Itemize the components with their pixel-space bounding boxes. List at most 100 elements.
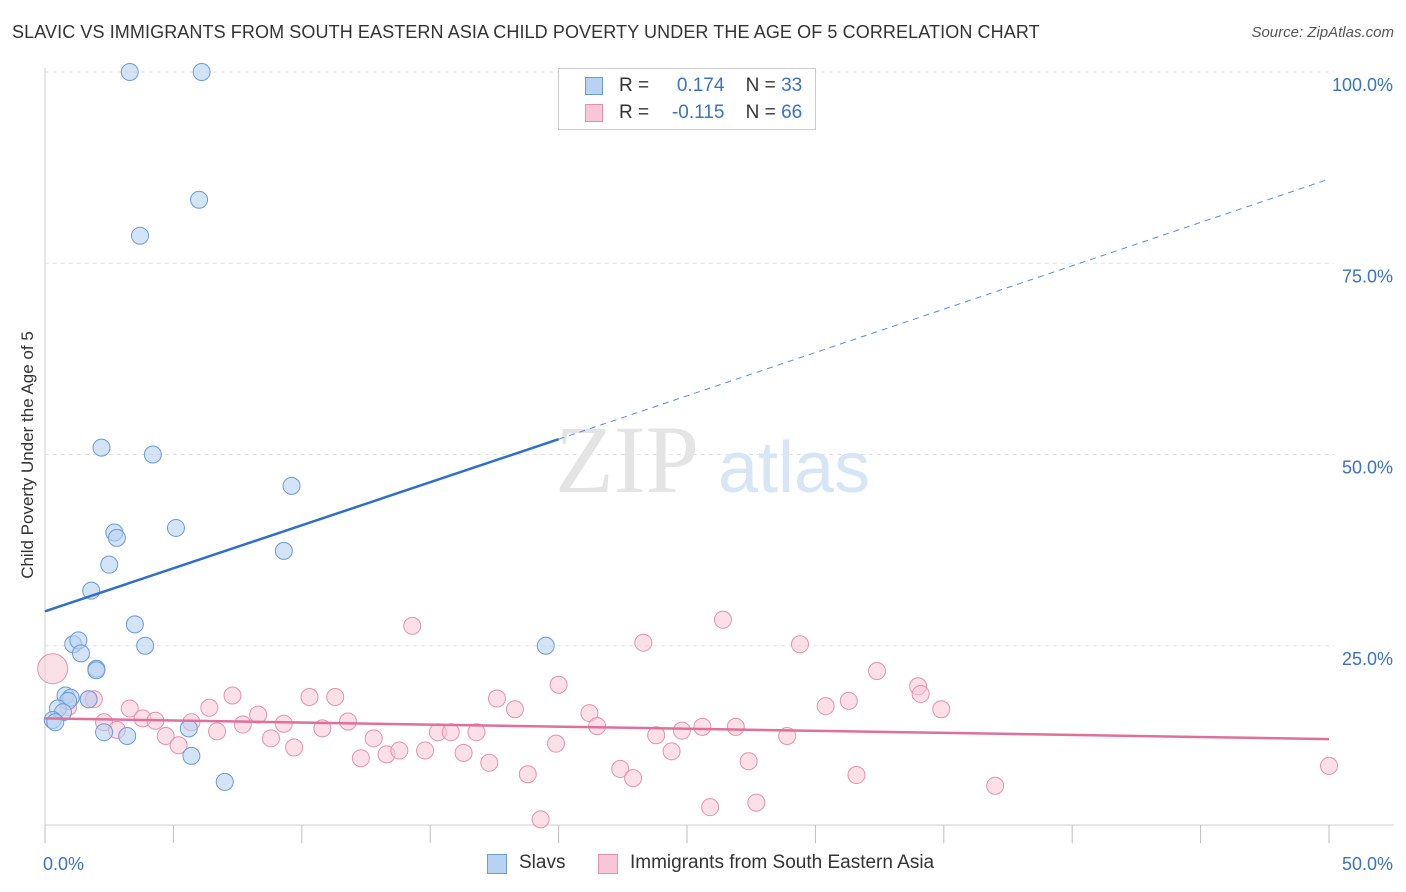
series-legend: Slavs Immigrants from South Eastern Asia (0, 852, 1406, 878)
sea-point (390, 741, 409, 760)
slavs-point (92, 438, 111, 457)
sea-point (339, 712, 358, 731)
sea-point (701, 798, 720, 817)
slavs-r-value: 0.174 (676, 75, 725, 96)
slavs-n-value: 33 (781, 75, 803, 96)
slavs-point (118, 727, 137, 746)
sea-point (816, 697, 835, 716)
sea-point (611, 759, 630, 778)
sea-point (911, 684, 930, 703)
sea-point (647, 726, 666, 745)
slavs-point (95, 723, 114, 742)
watermark-atlas: atlas (718, 428, 870, 508)
slavs-point (282, 476, 301, 495)
axes (44, 68, 1394, 843)
slavs-point (192, 63, 211, 81)
y-tick-label: 25.0% (1342, 649, 1393, 669)
slavs-swatch (585, 77, 603, 95)
sea-point (624, 769, 643, 788)
slavs-point (120, 63, 139, 81)
sea-n-value: 66 (781, 102, 803, 123)
sea-point (37, 653, 69, 685)
slavs-point (131, 226, 150, 245)
sea-point (233, 715, 252, 734)
slavs-point (46, 713, 65, 732)
sea-point (986, 776, 1005, 795)
sea-point (364, 729, 383, 748)
sea-point (518, 765, 537, 784)
sea-point (120, 699, 139, 718)
y-tick-label: 50.0% (1342, 458, 1393, 478)
sea-point (693, 717, 712, 736)
slavs-n-label: N = (745, 75, 776, 96)
slavs-point (215, 772, 234, 791)
sea-point (868, 661, 887, 680)
sea-point (847, 766, 866, 785)
legend-slavs-label: Slavs (519, 852, 566, 873)
sea-point (200, 698, 219, 717)
sea-point (441, 723, 460, 742)
slavs-point (179, 719, 198, 738)
sea-point (351, 749, 370, 768)
sea-point (713, 610, 732, 629)
sea-point (549, 675, 568, 694)
sea-point (403, 616, 422, 635)
sea-point (454, 743, 473, 762)
chart-title: SLAVIC VS IMMIGRANTS FROM SOUTH EASTERN … (12, 22, 1040, 42)
gridlines (45, 71, 1334, 647)
slavs-point (79, 690, 98, 709)
slavs-trend-extension (558, 178, 1330, 440)
slavs-point (100, 555, 119, 574)
sea-point (261, 729, 280, 748)
sea-r-value: -0.115 (671, 102, 725, 123)
sea-point (739, 752, 758, 771)
sea-point (932, 700, 951, 719)
sea-point (416, 741, 435, 760)
slavs-point (107, 528, 126, 547)
sea-point (487, 689, 506, 708)
slavs-point (136, 636, 155, 655)
watermark-zip: ZIP (555, 406, 699, 513)
slavs-point (125, 615, 144, 634)
sea-point (547, 734, 566, 753)
slavs-point (87, 661, 106, 680)
slavs-point (143, 445, 162, 464)
sea-point (156, 727, 175, 746)
sea-point (672, 721, 691, 740)
x-tick-label: 0.0% (43, 854, 84, 874)
sea-point (285, 738, 304, 757)
slavs-point (182, 746, 201, 765)
legend-slavs-swatch (487, 854, 507, 874)
sea-point (169, 736, 188, 755)
legend-sea-swatch (598, 854, 618, 874)
slavs-point (536, 636, 555, 655)
sea-point (1320, 756, 1338, 775)
slavs-r-label: R = (619, 75, 650, 96)
watermark: ZIP atlas (555, 406, 870, 513)
sea-swatch (585, 104, 603, 122)
source-label: Source: ZipAtlas.com (1251, 24, 1394, 41)
sea-n-label: N = (745, 102, 776, 123)
sea-point (662, 742, 681, 761)
legend-sea-label: Immigrants from South Eastern Asia (630, 852, 935, 873)
sea-point (839, 691, 858, 710)
y-tick-label: 75.0% (1342, 266, 1393, 286)
sea-point (223, 686, 242, 705)
sea-point (480, 753, 499, 772)
tick-labels: 0.0% 50.0% 25.0% 50.0% 75.0% 100.0% (43, 75, 1393, 874)
sea-trend-line (44, 717, 1330, 741)
sea-point (326, 688, 345, 707)
sea-point (531, 810, 550, 829)
x-tick-label: 50.0% (1342, 854, 1393, 874)
sea-point (747, 793, 766, 812)
slavs-trend-line (44, 438, 559, 613)
sea-point (300, 688, 319, 707)
trend-lines (44, 178, 1330, 741)
sea-point (790, 635, 809, 654)
slavs-point (190, 190, 209, 209)
sea-point (778, 727, 797, 746)
sea-point (467, 723, 486, 742)
sea-point (208, 722, 227, 741)
sea-point (634, 633, 653, 652)
